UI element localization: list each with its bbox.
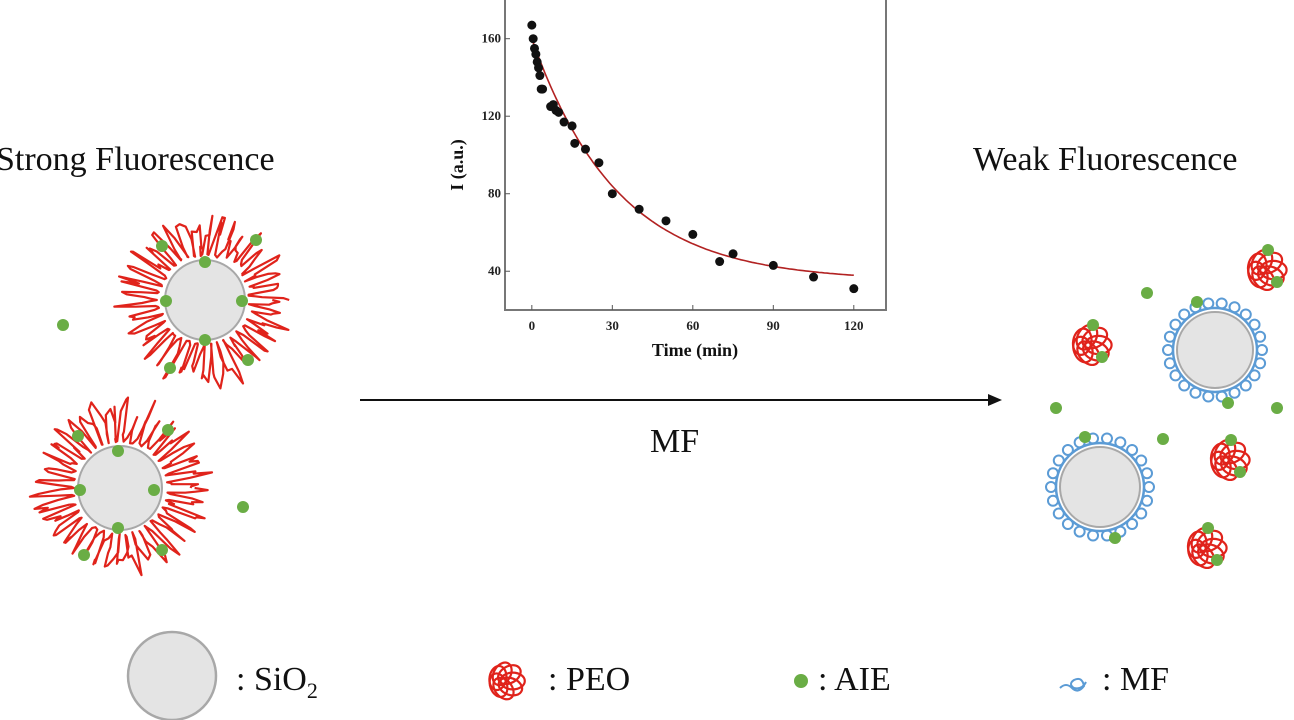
data-point bbox=[594, 158, 604, 168]
aie-dot bbox=[1225, 434, 1237, 446]
legend-mf: : MF bbox=[1102, 661, 1169, 698]
aie-dot bbox=[236, 295, 248, 307]
aie-dot bbox=[1079, 431, 1091, 443]
y-tick-label: 80 bbox=[488, 186, 501, 201]
aie-dot bbox=[112, 522, 124, 534]
aie-dot bbox=[250, 234, 262, 246]
peo-coil bbox=[1071, 323, 1113, 367]
aie-dot bbox=[1211, 554, 1223, 566]
data-point bbox=[768, 260, 778, 270]
x-tick-label: 0 bbox=[529, 318, 536, 333]
silica-particle bbox=[1059, 446, 1141, 528]
data-point bbox=[607, 189, 617, 199]
y-tick-label: 40 bbox=[488, 263, 501, 278]
aie-legend-icon bbox=[794, 674, 808, 688]
data-point bbox=[534, 63, 544, 73]
aie-dot bbox=[160, 295, 172, 307]
aie-dot bbox=[1157, 433, 1169, 445]
data-point bbox=[527, 20, 537, 30]
aie-dot bbox=[1050, 402, 1062, 414]
x-tick-label: 120 bbox=[844, 318, 864, 333]
aie-dot bbox=[1271, 276, 1283, 288]
left-title: Strong Fluorescence bbox=[0, 141, 275, 178]
legend: : SiO2 : PEO : AIE : MF bbox=[126, 630, 1169, 720]
data-point bbox=[559, 117, 569, 127]
aie-dot bbox=[1109, 532, 1121, 544]
weak-fluorescence-particles bbox=[1045, 244, 1288, 570]
data-point bbox=[528, 34, 538, 44]
x-tick-label: 60 bbox=[686, 318, 699, 333]
silica-particle bbox=[164, 259, 246, 341]
aie-dot bbox=[156, 544, 168, 556]
peo-legend-icon bbox=[488, 661, 526, 701]
aie-dot bbox=[1191, 296, 1203, 308]
aie-dot bbox=[1262, 244, 1274, 256]
data-point bbox=[531, 49, 541, 59]
aie-dot bbox=[237, 501, 249, 513]
aie-dot bbox=[164, 362, 176, 374]
aie-dot bbox=[1222, 397, 1234, 409]
data-point bbox=[715, 257, 725, 267]
y-axis-label: I (a.u.) bbox=[447, 139, 468, 191]
data-point bbox=[728, 249, 738, 259]
aie-dot bbox=[1202, 522, 1214, 534]
right-title: Weak Fluorescence bbox=[973, 141, 1237, 178]
data-point bbox=[849, 284, 859, 294]
peo-corona bbox=[28, 396, 214, 577]
aie-dot bbox=[199, 334, 211, 346]
mf-shell bbox=[1162, 297, 1268, 403]
aie-dot bbox=[148, 484, 160, 496]
data-point bbox=[634, 204, 644, 214]
legend-sio2: : SiO2 bbox=[236, 661, 318, 703]
legend-peo: : PEO bbox=[548, 661, 630, 698]
y-tick-label: 160 bbox=[482, 31, 502, 46]
decay-chart: 40 80 120 160 0 30 60 90 120 I (a.u.) Time (min) bbox=[447, 0, 887, 361]
aie-dot bbox=[1096, 351, 1108, 363]
x-axis-label: Time (min) bbox=[652, 340, 738, 361]
data-point bbox=[661, 216, 671, 226]
mf-legend-icon bbox=[1059, 677, 1087, 692]
legend-aie: : AIE bbox=[818, 661, 891, 698]
data-point bbox=[809, 272, 819, 282]
aie-dot bbox=[162, 424, 174, 436]
x-tick-label: 30 bbox=[606, 318, 619, 333]
data-point bbox=[580, 144, 590, 154]
data-point bbox=[567, 121, 577, 131]
aie-dot bbox=[74, 484, 86, 496]
sio2-legend-icon bbox=[126, 630, 218, 720]
aie-dot bbox=[72, 430, 84, 442]
aie-dot bbox=[1087, 319, 1099, 331]
aie-dot bbox=[1271, 402, 1283, 414]
data-point bbox=[570, 138, 580, 148]
data-point bbox=[554, 107, 564, 117]
aie-dot bbox=[156, 240, 168, 252]
aie-dot bbox=[1234, 466, 1246, 478]
data-point bbox=[535, 71, 545, 81]
peo-coil bbox=[488, 661, 526, 701]
aie-dot bbox=[57, 319, 69, 331]
process-arrow bbox=[360, 394, 1002, 406]
aie-dot bbox=[78, 549, 90, 561]
y-tick-label: 120 bbox=[482, 108, 502, 123]
aie-dot bbox=[1141, 287, 1153, 299]
aie-dot bbox=[112, 445, 124, 457]
data-point bbox=[538, 84, 548, 94]
aie-dot bbox=[242, 354, 254, 366]
strong-fluorescence-particles bbox=[28, 214, 290, 577]
peo-corona bbox=[113, 214, 290, 390]
silica-particle bbox=[1176, 311, 1254, 389]
mf-shell bbox=[1045, 432, 1155, 542]
aie-dot bbox=[199, 256, 211, 268]
x-tick-label: 90 bbox=[767, 318, 780, 333]
plot-frame bbox=[504, 0, 887, 311]
data-point bbox=[688, 229, 698, 239]
arrow-label: MF bbox=[650, 423, 699, 460]
